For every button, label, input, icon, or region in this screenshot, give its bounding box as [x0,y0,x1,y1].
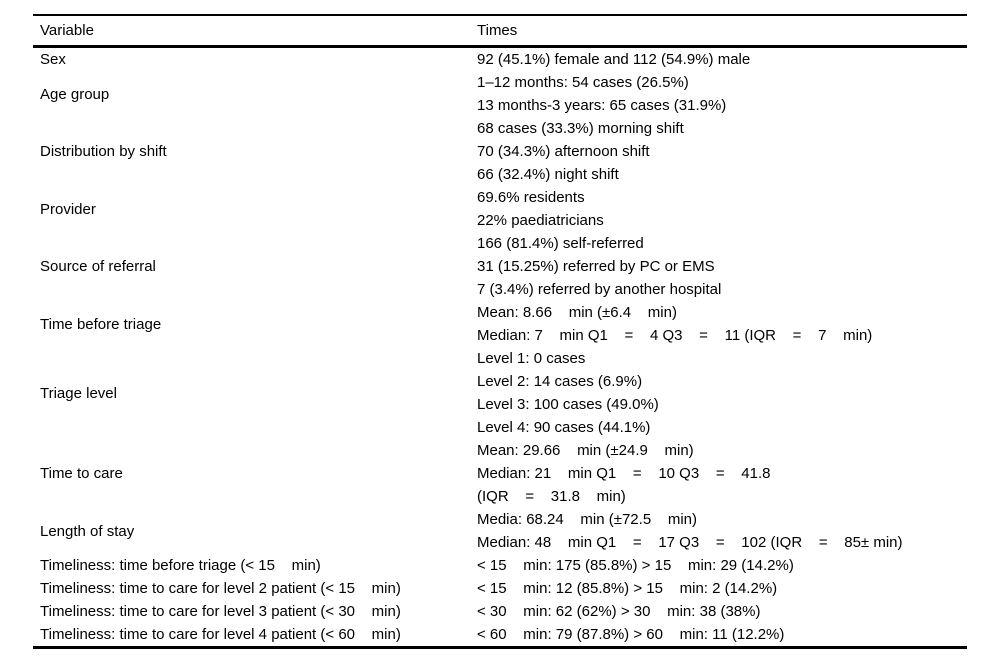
times-line: < 15 min: 175 (85.8%) > 15 min: 29 (14.2… [477,557,794,574]
variable-cell: Timeliness: time to care for level 4 pat… [40,626,401,643]
times-cell: Level 1: 0 cases Level 2: 14 cases (6.9%)… [470,347,967,439]
column-header-times: Times [470,15,967,48]
variable-cell: Time to care [40,465,123,482]
times-line: 70 (34.3%) afternoon shift [477,143,650,160]
variable-cell: Triage level [40,384,117,402]
times-cell: 1–12 months: 54 cases (26.5%) 13 months-3… [470,71,967,117]
variable-cell: Timeliness: time to care for level 2 pat… [40,580,401,597]
times-line: Level 4: 90 cases (44.1%) [477,419,651,436]
column-header-variable: Variable [33,15,470,48]
times-line: Median: 48 min Q1 = 17 Q3 = 102 (IQR = 8… [477,534,903,551]
times-cell: 92 (45.1%) female and 112 (54.9%) male [470,47,967,72]
times-cell: Mean: 8.66 min (±6.4 min) Median: 7 min Q… [470,301,967,347]
times-line: (IQR = 31.8 min) [477,488,626,505]
times-cell: < 15 min: 12 (85.8%) > 15 min: 2 (14.2%) [470,577,967,600]
table-row: Length of stay Media: 68.24 min (±72.5 mi… [33,508,967,554]
times-line: 68 cases (33.3%) morning shift [477,120,684,137]
times-cell: < 30 min: 62 (62%) > 30 min: 38 (38%) [470,600,967,623]
variable-cell: Provider [40,200,96,218]
times-line: Median: 7 min Q1 = 4 Q3 = 11 (IQR = 7 mi… [477,327,873,344]
table-row: Triage level Level 1: 0 cases Level 2: 14 … [33,347,967,439]
table-body: Sex 92 (45.1%) female and 112 (54.9%) mal… [33,47,967,648]
table-row: Age group 1–12 months: 54 cases (26.5%) 13… [33,71,967,117]
times-line: < 60 min: 79 (87.8%) > 60 min: 11 (12.2%… [477,626,785,643]
times-cell: 68 cases (33.3%) morning shift 70 (34.3%)… [470,117,967,186]
times-cell: < 60 min: 79 (87.8%) > 60 min: 11 (12.2%… [470,623,967,648]
times-cell: < 15 min: 175 (85.8%) > 15 min: 29 (14.2… [470,554,967,577]
variable-cell: Time before triage [40,315,162,333]
times-line: 69.6% residents [477,189,585,206]
table-row: Time before triage Mean: 8.66 min (±6.4 m… [33,301,967,347]
table-row: Time to care Mean: 29.66 min (±24.9 min) M… [33,439,967,508]
table-row: Timeliness: time before triage (< 15 min… [33,554,967,577]
times-cell: 166 (81.4%) self-referred 31 (15.25%) ref… [470,232,967,301]
table-row: Timeliness: time to care for level 2 pat… [33,577,967,600]
times-line: 66 (32.4%) night shift [477,166,619,183]
table-row: Timeliness: time to care for level 3 pat… [33,600,967,623]
variables-times-table: Variable Times Sex 92 (45.1%) female and … [33,14,967,649]
variable-cell: Length of stay [40,522,135,540]
table-row: Distribution by shift 68 cases (33.3%) mo… [33,117,967,186]
table-header-row: Variable Times [33,15,967,48]
times-line: Media: 68.24 min (±72.5 min) [477,511,697,528]
times-cell: 69.6% residents 22% paediatricians [470,186,967,232]
times-line: 31 (15.25%) referred by PC or EMS [477,258,715,275]
variable-cell: Timeliness: time before triage (< 15 min… [40,557,321,574]
variable-cell: Sex [40,51,66,68]
times-line: 92 (45.1%) female and 112 (54.9%) male [477,51,751,68]
times-cell: Mean: 29.66 min (±24.9 min) Median: 21 mi… [470,439,967,508]
times-line: Median: 21 min Q1 = 10 Q3 = 41.8 [477,465,771,482]
times-line: Level 2: 14 cases (6.9%) [477,373,643,390]
times-cell: Media: 68.24 min (±72.5 min) Median: 48 m… [470,508,967,554]
times-line: 7 (3.4%) referred by another hospital [477,281,722,298]
times-line: 22% paediatricians [477,212,604,229]
times-line: Level 1: 0 cases [477,350,586,367]
table-row: Source of referral 166 (81.4%) self-refer… [33,232,967,301]
table-row: Timeliness: time to care for level 4 pat… [33,623,967,648]
times-line: Mean: 29.66 min (±24.9 min) [477,442,694,459]
table-row: Provider 69.6% residents 22% paediatrician… [33,186,967,232]
table-row: Sex 92 (45.1%) female and 112 (54.9%) mal… [33,47,967,72]
document-page: Variable Times Sex 92 (45.1%) female and … [33,14,967,649]
variable-cell: Distribution by shift [40,143,167,160]
times-line: 166 (81.4%) self-referred [477,235,644,252]
times-line: < 30 min: 62 (62%) > 30 min: 38 (38%) [477,603,761,620]
times-line: Level 3: 100 cases (49.0%) [477,396,659,413]
times-line: 1–12 months: 54 cases (26.5%) [477,74,689,91]
times-line: 13 months-3 years: 65 cases (31.9%) [477,97,727,114]
variable-cell: Source of referral [40,258,156,275]
times-line: Mean: 8.66 min (±6.4 min) [477,304,677,321]
variable-cell: Timeliness: time to care for level 3 pat… [40,603,401,620]
variable-cell: Age group [40,85,110,103]
times-line: < 15 min: 12 (85.8%) > 15 min: 2 (14.2%) [477,580,778,597]
